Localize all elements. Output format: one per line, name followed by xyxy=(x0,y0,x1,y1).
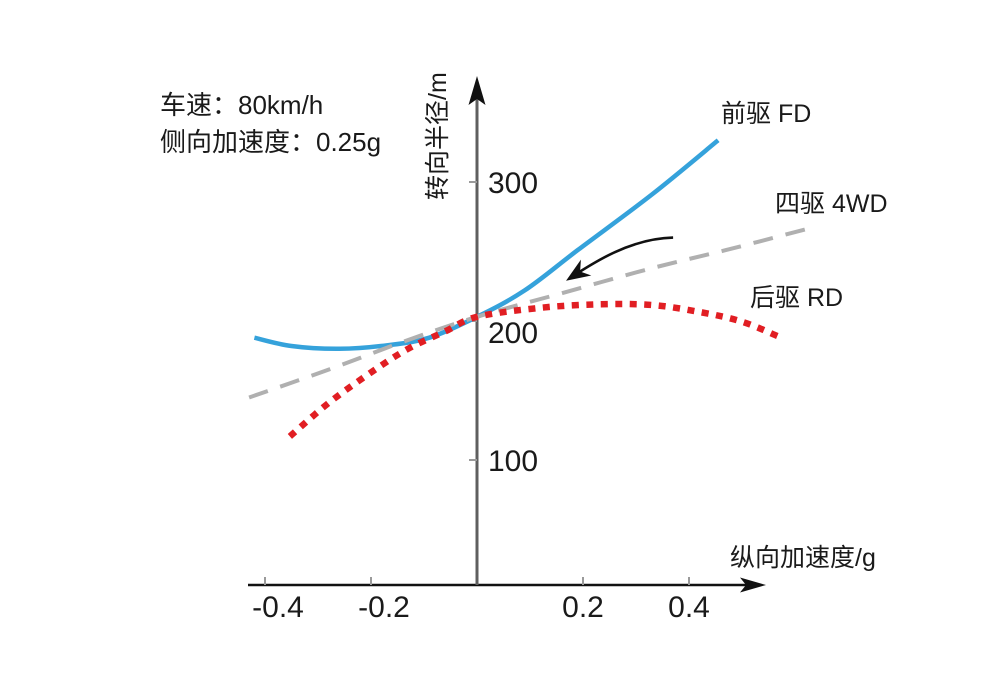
legend-label-4wd: 四驱 4WD xyxy=(775,190,888,218)
legend-label-fd: 前驱 FD xyxy=(721,100,811,128)
annotation-arrow xyxy=(566,236,674,281)
arrow-head xyxy=(566,259,592,281)
x-tick-label: -0.4 xyxy=(252,591,304,624)
x-tick-label: 0.2 xyxy=(562,591,604,624)
x-axis-title: 纵向加速度/g xyxy=(730,544,876,572)
y-tick-label: 100 xyxy=(488,445,538,478)
y-axis-title: 转向半径/m xyxy=(424,72,452,200)
y-axis-arrowhead xyxy=(468,76,486,105)
condition-lateral-accel: 侧向加速度：0.25g xyxy=(160,127,381,157)
series-curves xyxy=(248,138,807,439)
x-axis-arrowhead xyxy=(740,577,766,593)
x-axis-ticks: -0.4 -0.2 0.2 0.4 xyxy=(252,577,710,624)
condition-speed: 车速：80km/h xyxy=(160,90,323,120)
series-curve-2 xyxy=(287,300,780,439)
y-axis-ticks: 100 200 300 xyxy=(469,167,538,478)
x-tick-label: 0.4 xyxy=(668,591,710,624)
y-tick-label: 200 xyxy=(488,317,538,350)
y-tick-label: 300 xyxy=(488,167,538,200)
legend-label-rd: 后驱 RD xyxy=(750,284,843,312)
x-tick-label: -0.2 xyxy=(358,591,410,624)
axes: -0.4 -0.2 0.2 0.4 100 200 300 xyxy=(248,76,766,624)
